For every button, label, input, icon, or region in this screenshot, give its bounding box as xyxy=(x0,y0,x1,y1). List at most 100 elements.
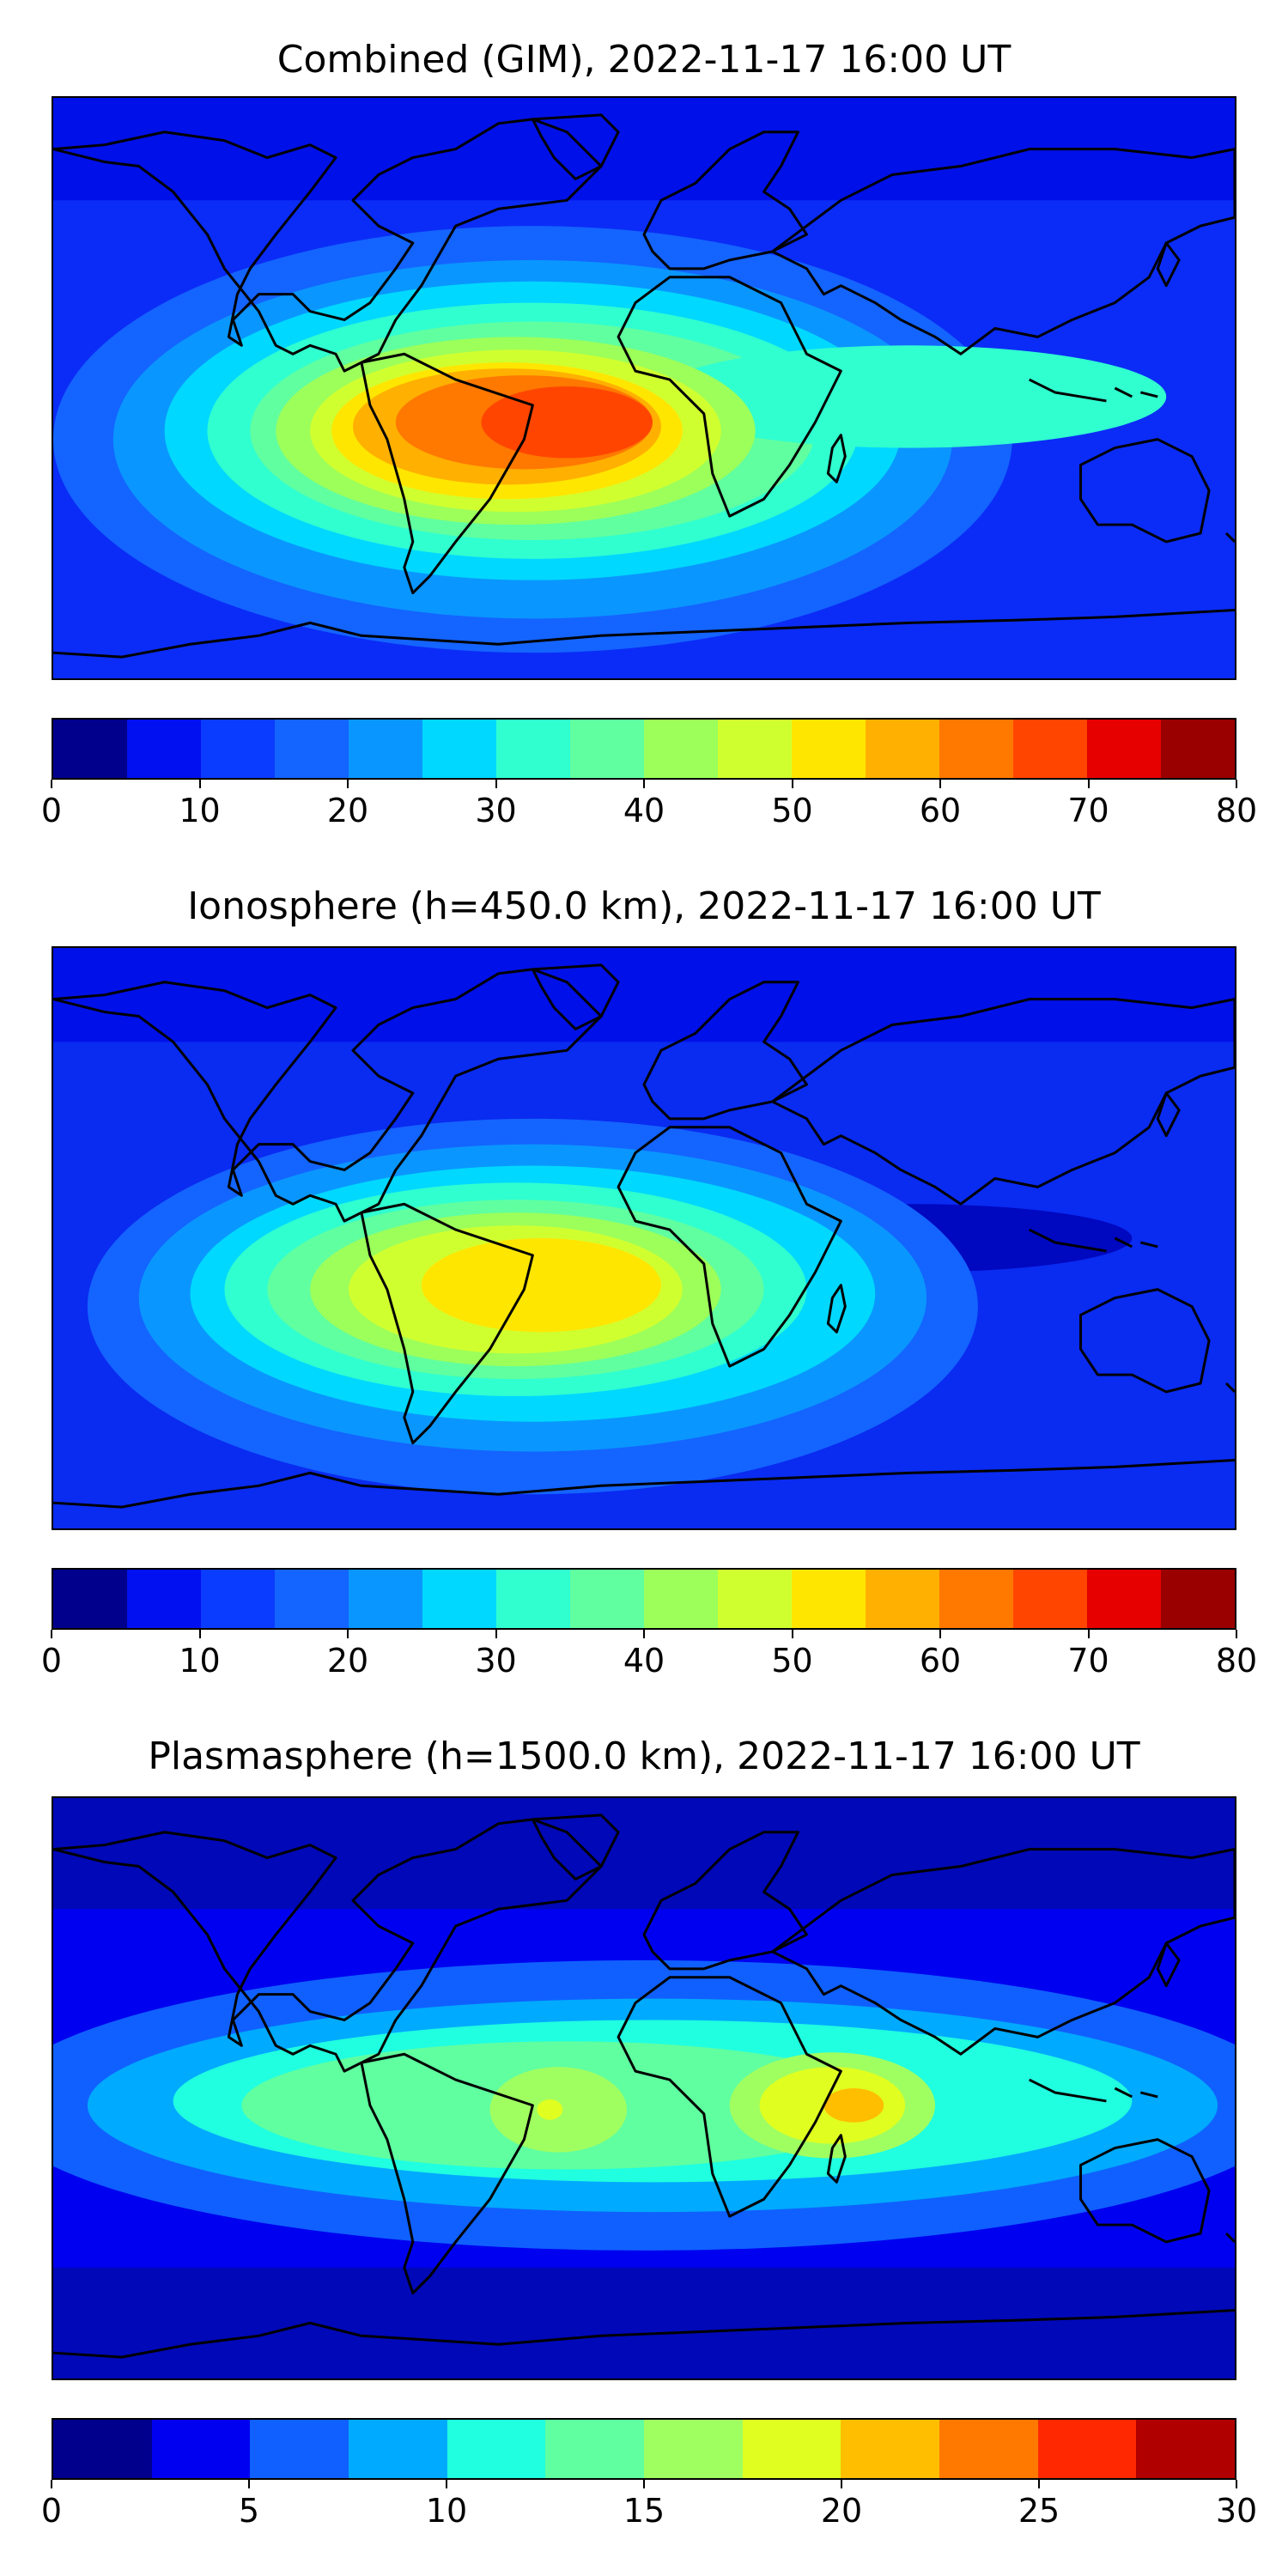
colorbar-tick-label: 15 xyxy=(623,2492,665,2530)
colorbar-tick xyxy=(939,1630,941,1638)
colorbar-segment xyxy=(201,720,275,778)
colorbar-tick xyxy=(495,780,497,788)
colorbar-tick-label: 0 xyxy=(40,2492,63,2530)
colorbar-tick-label: 20 xyxy=(326,792,369,829)
colorbar-tick-label: 10 xyxy=(179,792,221,829)
colorbar-tick-label: 30 xyxy=(475,792,517,829)
colorbar-tick-label: 80 xyxy=(1215,792,1258,829)
colorbar-tick xyxy=(1236,780,1237,788)
colorbar-tick xyxy=(1236,2480,1237,2488)
colorbar-tick xyxy=(791,1630,793,1638)
colorbar-segment xyxy=(1037,2420,1137,2478)
colorbar-tick xyxy=(347,780,349,788)
colorbar-tick xyxy=(1087,1630,1090,1638)
colorbar-segment xyxy=(250,2420,349,2478)
contour-20 xyxy=(823,2088,884,2123)
colorbar-segment xyxy=(53,1570,127,1628)
colorbar-segment xyxy=(1087,1570,1161,1628)
map-combined xyxy=(52,96,1236,680)
colorbar-tick xyxy=(939,780,941,788)
colorbar-tick-label: 0 xyxy=(40,792,63,829)
colorbar-segment xyxy=(570,720,644,778)
colorbar-segment xyxy=(422,720,496,778)
colorbar-segment xyxy=(496,1570,570,1628)
colorbar-tick-label: 5 xyxy=(238,2492,260,2530)
colorbar-segment xyxy=(349,720,422,778)
colorbar-tick xyxy=(643,2480,645,2488)
colorbar-ticks: 0 10 20 30 40 50 60 70 80 xyxy=(41,1630,1257,1681)
colorbar-tick xyxy=(446,2480,447,2488)
colorbar-segment xyxy=(275,720,349,778)
colorbar-segment xyxy=(1161,1570,1235,1628)
colorbar-tick-label: 40 xyxy=(623,1642,665,1680)
colorbar-ticks: 0 10 20 30 40 50 60 70 80 xyxy=(41,780,1257,831)
colorbar-plasmasphere xyxy=(52,2418,1236,2480)
colorbar-tick xyxy=(643,1630,645,1638)
contour-50 xyxy=(421,1238,661,1333)
colorbar-tick xyxy=(51,780,52,788)
colorbar-segment xyxy=(866,720,939,778)
colorbar-segment xyxy=(644,1570,718,1628)
north-contour xyxy=(53,948,1235,1042)
tec-map xyxy=(53,1798,1235,2379)
colorbar-tick-label: 10 xyxy=(179,1642,221,1680)
colorbar-segment xyxy=(841,2420,940,2478)
colorbar-tick xyxy=(841,2480,842,2488)
colorbar-segment xyxy=(349,2420,447,2478)
colorbar-tick-label: 0 xyxy=(40,1642,63,1680)
colorbar-tick-label: 70 xyxy=(1067,792,1109,829)
colorbar-tick-label: 25 xyxy=(1018,2492,1060,2530)
colorbar-tick xyxy=(1236,1630,1237,1638)
colorbar-tick-label: 20 xyxy=(820,2492,863,2530)
colorbar-tick-label: 70 xyxy=(1067,1642,1109,1680)
colorbar-segment xyxy=(53,2420,152,2478)
colorbar-segment xyxy=(151,2420,251,2478)
colorbar-tick xyxy=(1087,780,1090,788)
colorbar-segment xyxy=(939,1570,1013,1628)
colorbar-tick xyxy=(51,1630,52,1638)
colorbar-tick-label: 60 xyxy=(919,1642,962,1680)
colorbar-segment xyxy=(644,2420,743,2478)
colorbar-segment xyxy=(939,720,1013,778)
colorbar-tick xyxy=(347,1630,349,1638)
map-plasmasphere xyxy=(52,1796,1236,2380)
panel-title: Plasmasphere (h=1500.0 km), 2022-11-17 1… xyxy=(148,1735,1140,1778)
contour-asia xyxy=(652,345,1167,448)
colorbar-tick-label: 10 xyxy=(425,2492,468,2530)
colorbar-segment xyxy=(792,1570,866,1628)
colorbar-segment xyxy=(939,2420,1038,2478)
colorbar-tick-label: 30 xyxy=(475,1642,517,1680)
colorbar-tick xyxy=(495,1630,497,1638)
colorbar-ticks: 0 5 10 15 20 25 30 xyxy=(41,2480,1257,2531)
colorbar-segment xyxy=(1013,1570,1087,1628)
contour-17.5-atlantic xyxy=(537,2099,563,2120)
colorbar-segment xyxy=(644,720,718,778)
colorbar-segment xyxy=(1087,720,1161,778)
map-ionosphere xyxy=(52,946,1236,1530)
tec-map xyxy=(53,98,1235,678)
colorbar-tick xyxy=(1038,2480,1040,2488)
panel-title: Combined (GIM), 2022-11-17 16:00 UT xyxy=(276,38,1012,82)
colorbar-tick-label: 30 xyxy=(1215,2492,1258,2530)
colorbar-tick xyxy=(791,780,793,788)
colorbar-segment xyxy=(570,1570,644,1628)
colorbar-segment xyxy=(545,2420,645,2478)
colorbar-tick xyxy=(198,780,201,788)
colorbar-segment xyxy=(53,720,127,778)
colorbar-segment xyxy=(496,720,570,778)
colorbar-segment xyxy=(422,1570,496,1628)
colorbar-tick xyxy=(643,780,645,788)
colorbar-tick-label: 50 xyxy=(771,1642,813,1680)
colorbar-segment xyxy=(1161,720,1235,778)
colorbar-segment xyxy=(349,1570,422,1628)
colorbar-segment xyxy=(275,1570,349,1628)
colorbar-segment xyxy=(1013,720,1087,778)
colorbar-tick-label: 80 xyxy=(1215,1642,1258,1680)
colorbar-segment xyxy=(1136,2420,1236,2478)
colorbar-tick-label: 40 xyxy=(623,792,665,829)
tec-map xyxy=(53,948,1235,1528)
colorbar-segment xyxy=(718,1570,792,1628)
colorbar-tick-label: 20 xyxy=(326,1642,369,1680)
colorbar-combined xyxy=(52,718,1236,780)
colorbar-tick-label: 60 xyxy=(919,792,962,829)
